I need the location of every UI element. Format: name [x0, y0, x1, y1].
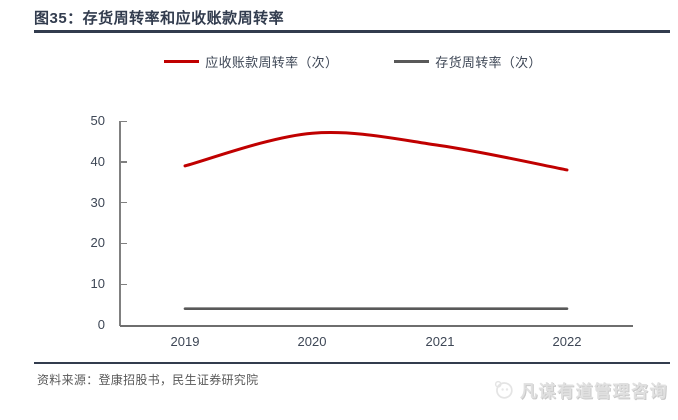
y-axis-tick	[121, 283, 127, 285]
footer-divider	[34, 362, 670, 364]
legend-line-swatch-red	[164, 60, 200, 63]
x-axis-line	[120, 324, 633, 327]
legend-item-inventory-turnover: 存货周转率（次）	[394, 52, 541, 71]
title-divider	[34, 30, 670, 33]
y-axis-label: 30	[90, 194, 105, 210]
legend-line-swatch-gray	[394, 60, 430, 63]
x-axis-label: 2019	[170, 334, 200, 349]
receivable-turnover-line	[183, 131, 569, 172]
y-axis-label: 20	[90, 235, 105, 251]
y-axis-label: 40	[90, 153, 105, 169]
y-axis-label: 0	[97, 317, 105, 332]
y-axis-tick	[121, 201, 127, 204]
x-axis-label: 2020	[297, 334, 327, 349]
watermark: 凡谋有道管理咨询	[493, 377, 668, 402]
legend-label: 存货周转率（次）	[435, 55, 542, 70]
source-note: 资料来源：登康招股书，民生证券研究院	[37, 373, 259, 387]
y-axis-tick	[121, 161, 127, 163]
watermark-text: 凡谋有道管理咨询	[520, 382, 668, 401]
y-axis-tick	[121, 120, 127, 122]
x-axis-label: 2021	[425, 334, 455, 349]
watermark-logo-icon	[494, 380, 513, 399]
legend-item-receivable-turnover: 应收账款周转率（次）	[164, 52, 338, 71]
x-axis-label: 2022	[552, 334, 582, 349]
y-axis-label: 50	[90, 113, 105, 128]
legend-label: 应收账款周转率（次）	[205, 55, 339, 70]
y-axis-label: 10	[90, 276, 105, 292]
figure-title: 图35：存货周转率和应收账款周转率	[34, 10, 285, 27]
y-axis-line	[119, 121, 121, 326]
chart-legend: 应收账款周转率（次） 存货周转率（次）	[0, 52, 678, 71]
y-axis-tick	[121, 242, 127, 245]
